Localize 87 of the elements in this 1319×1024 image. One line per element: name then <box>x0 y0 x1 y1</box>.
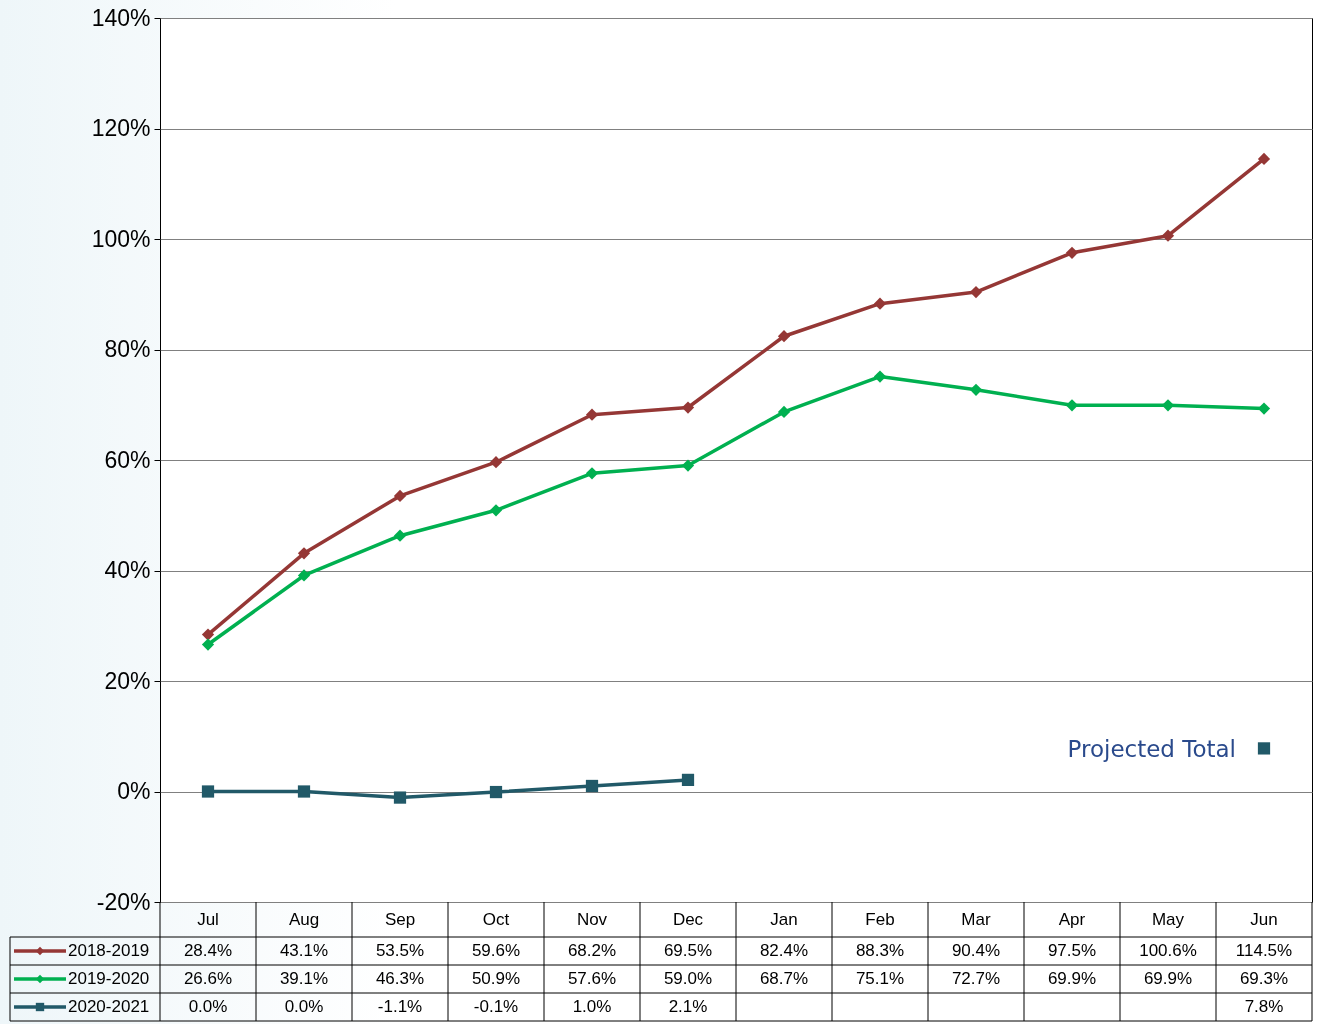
point <box>1065 246 1079 259</box>
data-label: 69.3% <box>1239 969 1289 988</box>
data-label: 100.6% <box>1139 941 1197 960</box>
legend-label: 2019-2020 <box>68 969 150 988</box>
data-label: 28.4% <box>183 941 233 960</box>
data-label: 1.0% <box>572 997 612 1016</box>
data-label: 46.3% <box>375 969 425 988</box>
point <box>1161 399 1175 412</box>
legend-label: 2018-2019 <box>68 941 150 960</box>
point <box>681 401 695 414</box>
point <box>777 330 791 343</box>
data-label: 0.0% <box>284 997 324 1016</box>
point <box>201 785 215 798</box>
point <box>1065 399 1079 412</box>
x-tick-label: Jul <box>197 909 219 929</box>
x-tick-label: Jun <box>1250 909 1278 929</box>
point <box>489 785 503 799</box>
x-tick-label: Mar <box>961 909 991 929</box>
data-label: 88.3% <box>855 941 905 960</box>
data-label: 82.4% <box>759 941 809 960</box>
point <box>297 785 311 798</box>
data-label: -0.1% <box>473 997 519 1016</box>
data-label: 26.6% <box>183 969 233 988</box>
y-tick-label: 60% <box>104 446 151 473</box>
point <box>585 467 599 480</box>
y-tick-label: 140% <box>91 4 151 31</box>
point <box>489 456 503 469</box>
data-label: 72.7% <box>951 969 1001 988</box>
data-label: 90.4% <box>951 941 1001 960</box>
data-label: 7.8% <box>1244 997 1284 1016</box>
point <box>1257 742 1271 755</box>
y-tick-label: 120% <box>91 115 151 141</box>
point <box>297 569 311 582</box>
data-label: 68.7% <box>759 969 809 988</box>
point <box>585 779 599 793</box>
data-label: 2.1% <box>668 997 708 1016</box>
point <box>393 529 407 542</box>
point <box>201 638 215 651</box>
point <box>489 504 503 517</box>
y-tick-label: 80% <box>104 336 151 362</box>
data-label: 114.5% <box>1235 941 1293 960</box>
data-label: 57.6% <box>567 969 617 988</box>
x-tick-label: Jan <box>770 909 798 929</box>
y-tick-label: 100% <box>91 225 151 252</box>
legend-label: 2020-2021 <box>68 997 150 1016</box>
y-tick-label: 0% <box>117 778 151 804</box>
point <box>585 408 599 421</box>
y-tick-label: -20% <box>96 888 151 915</box>
y-tick-label: 40% <box>104 557 151 583</box>
point <box>1257 402 1271 415</box>
data-label: 75.1% <box>855 969 905 988</box>
data-label: 59.6% <box>471 941 521 960</box>
data-label: 59.0% <box>663 969 713 988</box>
data-label: 69.9% <box>1143 969 1193 988</box>
data-label: 39.1% <box>279 969 329 988</box>
x-tick-label: Dec <box>672 909 704 929</box>
data-label: 43.1% <box>279 941 329 960</box>
x-tick-label: Oct <box>482 909 510 929</box>
x-tick-label: Aug <box>288 909 320 929</box>
data-label: 50.9% <box>471 969 521 988</box>
data-label: 53.5% <box>375 941 425 960</box>
point <box>297 547 311 560</box>
x-tick-label: Feb <box>865 909 895 929</box>
data-label: 69.9% <box>1047 969 1097 988</box>
point <box>873 297 887 310</box>
x-tick-label: Nov <box>576 909 608 929</box>
point <box>393 791 407 804</box>
data-label: 0.0% <box>188 997 228 1016</box>
data-label: -1.1% <box>377 997 423 1016</box>
x-tick-label: May <box>1151 909 1185 929</box>
annotation: Projected Total <box>1067 736 1236 763</box>
y-tick-label: 20% <box>104 667 151 694</box>
point <box>969 383 983 396</box>
point <box>1257 152 1271 166</box>
point <box>969 285 983 299</box>
data-label: 69.5% <box>663 941 713 960</box>
x-tick-label: Sep <box>384 909 416 929</box>
point <box>201 628 215 641</box>
point <box>1161 229 1175 242</box>
point <box>777 405 791 419</box>
data-label: 97.5% <box>1047 941 1097 960</box>
x-tick-label: Apr <box>1058 909 1086 929</box>
point <box>873 370 887 383</box>
point <box>393 489 407 503</box>
point <box>681 773 695 787</box>
data-label: 68.2% <box>567 941 617 960</box>
point <box>681 459 695 472</box>
